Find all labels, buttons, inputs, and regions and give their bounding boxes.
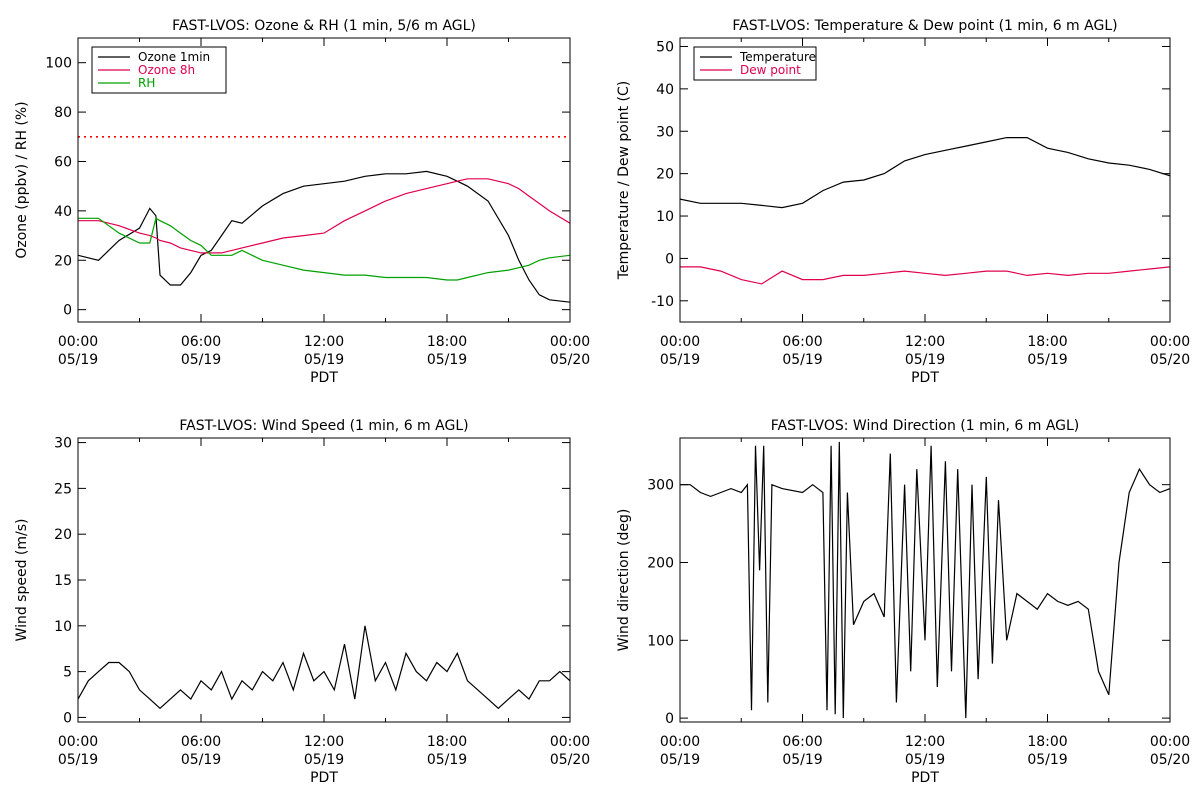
chart-panel-2: FAST-LVOS: Temperature & Dew point (1 mi…: [616, 18, 1190, 386]
legend-label: RH: [138, 76, 155, 90]
y-axis-label: Temperature / Dew point (C): [616, 81, 632, 280]
x-tick-date-label: 05/19: [1027, 352, 1067, 368]
x-tick-date-label: 05/19: [181, 752, 221, 768]
x-tick-date-label: 05/19: [304, 352, 344, 368]
chart-title: FAST-LVOS: Temperature & Dew point (1 mi…: [732, 18, 1117, 34]
x-tick-label: 06:00: [181, 334, 221, 350]
x-tick-date-label: 05/19: [58, 752, 98, 768]
x-tick-label: 00:00: [58, 334, 98, 350]
y-tick-label: -10: [651, 294, 674, 310]
x-tick-label: 00:00: [660, 334, 700, 350]
x-axis-label: PDT: [911, 370, 939, 386]
x-tick-date-label: 05/19: [427, 352, 467, 368]
chart-panel-1: FAST-LVOS: Ozone & RH (1 min, 5/6 m AGL)…: [14, 18, 590, 386]
x-tick-date-label: 05/19: [304, 752, 344, 768]
chart-title: FAST-LVOS: Wind Direction (1 min, 6 m AG…: [771, 418, 1080, 434]
plot-frame: [77, 437, 571, 723]
y-axis-label: Wind direction (deg): [616, 509, 632, 652]
x-tick-label: 12:00: [304, 334, 344, 350]
y-axis-label: Ozone (ppbv) / RH (%): [14, 101, 30, 258]
y-tick-label: 10: [656, 209, 674, 225]
y-tick-label: 20: [656, 167, 674, 183]
x-axis-label: PDT: [310, 770, 338, 786]
legend-box: [693, 46, 817, 81]
x-tick-label: 18:00: [427, 334, 467, 350]
y-tick-label: 0: [665, 711, 674, 727]
legend-label: Ozone 1min: [138, 50, 210, 64]
x-tick-date-label: 05/20: [550, 352, 590, 368]
legend-box: [91, 46, 227, 94]
y-tick-label: 0: [63, 303, 72, 319]
x-axis-label: PDT: [310, 370, 338, 386]
x-tick-label: 18:00: [427, 734, 467, 750]
x-axis-label: PDT: [911, 770, 939, 786]
y-tick-label: 200: [647, 555, 674, 571]
y-tick-label: 30: [656, 124, 674, 140]
series-line-2: [78, 178, 570, 254]
legend-label: Temperature: [739, 50, 816, 64]
y-tick-label: 15: [54, 573, 72, 589]
x-tick-label: 00:00: [660, 734, 700, 750]
x-tick-date-label: 05/19: [181, 352, 221, 368]
series-line-1: [78, 625, 570, 710]
y-tick-label: 20: [54, 527, 72, 543]
y-tick-label: 100: [45, 56, 72, 72]
plot-frame: [679, 37, 1171, 323]
y-tick-label: 50: [656, 39, 674, 55]
y-tick-label: 30: [54, 436, 72, 452]
y-tick-label: 0: [665, 251, 674, 267]
x-tick-label: 12:00: [905, 334, 945, 350]
x-tick-date-label: 05/19: [660, 752, 700, 768]
legend-label: Dew point: [740, 63, 801, 77]
series-line-2: [680, 266, 1170, 285]
x-tick-date-label: 05/19: [782, 352, 822, 368]
x-tick-label: 12:00: [905, 734, 945, 750]
y-tick-label: 80: [54, 105, 72, 121]
x-tick-date-label: 05/19: [660, 352, 700, 368]
y-tick-label: 40: [54, 204, 72, 220]
y-tick-label: 0: [63, 710, 72, 726]
series-line-3: [78, 217, 570, 281]
y-tick-label: 300: [647, 478, 674, 494]
series-line-1: [78, 170, 570, 303]
x-tick-date-label: 05/19: [427, 752, 467, 768]
x-tick-label: 06:00: [782, 734, 822, 750]
chart-title: FAST-LVOS: Ozone & RH (1 min, 5/6 m AGL): [172, 18, 476, 34]
x-tick-label: 12:00: [304, 734, 344, 750]
x-tick-label: 18:00: [1027, 734, 1067, 750]
series-line-1: [680, 441, 1170, 719]
x-tick-label: 06:00: [181, 734, 221, 750]
x-tick-label: 18:00: [1027, 334, 1067, 350]
y-tick-label: 100: [647, 633, 674, 649]
legend-label: Ozone 8h: [138, 63, 195, 77]
y-tick-label: 10: [54, 619, 72, 635]
series-line-1: [680, 137, 1170, 209]
x-tick-label: 06:00: [782, 334, 822, 350]
x-tick-label: 00:00: [550, 334, 590, 350]
y-tick-label: 20: [54, 253, 72, 269]
x-tick-label: 00:00: [550, 734, 590, 750]
chart-title: FAST-LVOS: Wind Speed (1 min, 6 m AGL): [179, 418, 468, 434]
y-tick-label: 40: [656, 82, 674, 98]
y-tick-label: 5: [63, 665, 72, 681]
x-tick-label: 00:00: [1150, 734, 1190, 750]
chart-panel-3: FAST-LVOS: Wind Speed (1 min, 6 m AGL)00…: [14, 418, 590, 786]
x-tick-date-label: 05/19: [58, 352, 98, 368]
x-tick-date-label: 05/20: [1150, 752, 1190, 768]
x-tick-date-label: 05/20: [550, 752, 590, 768]
x-tick-date-label: 05/19: [782, 752, 822, 768]
x-tick-date-label: 05/19: [1027, 752, 1067, 768]
x-tick-label: 00:00: [58, 734, 98, 750]
x-tick-label: 00:00: [1150, 334, 1190, 350]
chart-panel-4: FAST-LVOS: Wind Direction (1 min, 6 m AG…: [616, 418, 1190, 786]
x-tick-date-label: 05/20: [1150, 352, 1190, 368]
y-tick-label: 25: [54, 481, 72, 497]
x-tick-date-label: 05/19: [905, 752, 945, 768]
x-tick-date-label: 05/19: [905, 352, 945, 368]
y-axis-label: Wind speed (m/s): [14, 519, 30, 642]
y-tick-label: 60: [54, 154, 72, 170]
